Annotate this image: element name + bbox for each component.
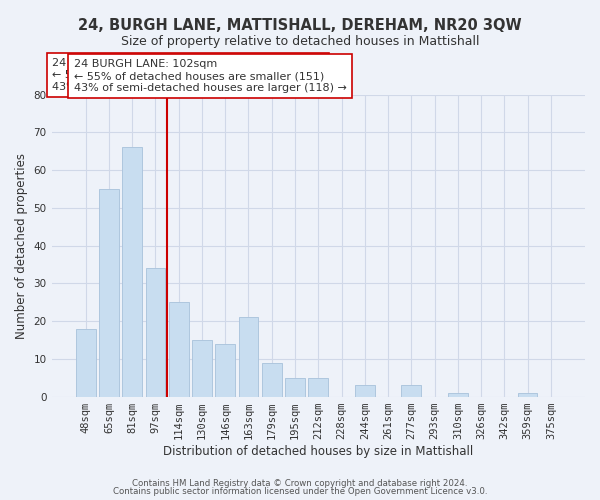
Bar (146, 268, 166, 396)
Text: 24 BURGH LANE: 102sqm
← 55% of detached houses are smaller (151)
43% of semi-det: 24 BURGH LANE: 102sqm ← 55% of detached … (74, 60, 347, 92)
Bar (169, 302, 188, 396)
Y-axis label: Number of detached properties: Number of detached properties (15, 152, 28, 338)
Bar (76, 328, 95, 396)
Bar (308, 378, 328, 396)
Text: Size of property relative to detached houses in Mattishall: Size of property relative to detached ho… (121, 35, 479, 48)
Text: 24, BURGH LANE, MATTISHALL, DEREHAM, NR20 3QW: 24, BURGH LANE, MATTISHALL, DEREHAM, NR2… (78, 18, 522, 32)
Bar (448, 393, 468, 396)
Bar (285, 378, 305, 396)
Bar (192, 340, 212, 396)
Bar (355, 386, 374, 396)
Bar (401, 386, 421, 396)
Bar (122, 148, 142, 396)
Bar (239, 318, 259, 396)
Bar (215, 344, 235, 396)
Text: 24 BURGH LANE: 102sqm
← 55% of detached houses are smaller (151)
43% of semi-det: 24 BURGH LANE: 102sqm ← 55% of detached … (52, 58, 325, 92)
Bar (262, 362, 281, 396)
Bar (99, 189, 119, 396)
X-axis label: Distribution of detached houses by size in Mattishall: Distribution of detached houses by size … (163, 444, 473, 458)
Text: Contains public sector information licensed under the Open Government Licence v3: Contains public sector information licen… (113, 487, 487, 496)
Bar (518, 393, 538, 396)
Text: Contains HM Land Registry data © Crown copyright and database right 2024.: Contains HM Land Registry data © Crown c… (132, 478, 468, 488)
